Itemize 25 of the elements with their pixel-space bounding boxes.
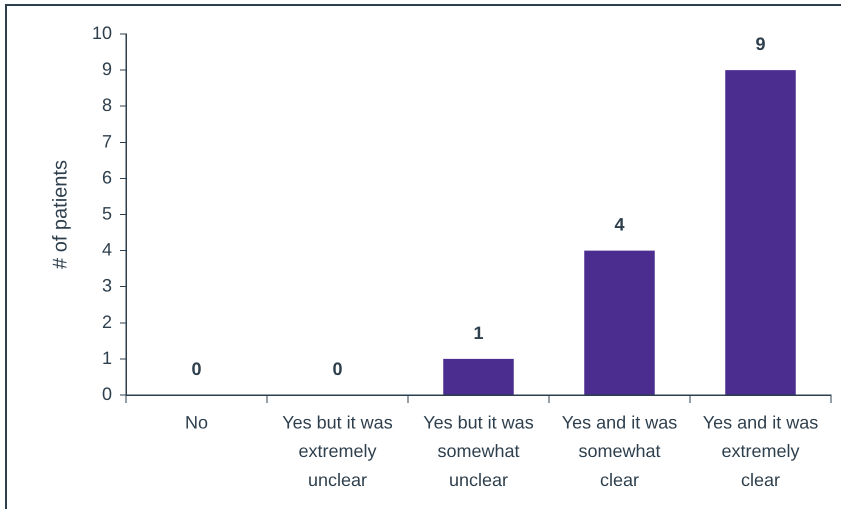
data-label: 9: [755, 34, 766, 54]
y-tick-label: 3: [102, 276, 112, 296]
x-tick-label: No: [184, 412, 208, 432]
data-label: 1: [473, 322, 484, 343]
x-tick-label: Yes and it was extremely clear: [702, 412, 818, 490]
y-tick-label: 6: [102, 167, 112, 188]
x-tick-label: Yes and it was somewhat clear: [562, 412, 678, 490]
y-axis-title: # of patients: [50, 160, 72, 269]
data-label: 0: [191, 358, 202, 379]
x-tick-label: Yes but it was somewhat unclear: [423, 412, 534, 490]
bar: [443, 358, 514, 394]
data-label: 4: [614, 214, 625, 235]
data-label: 0: [332, 358, 343, 379]
y-tick-label: 9: [102, 59, 112, 80]
bar: [584, 250, 655, 394]
y-tick-label: 2: [102, 312, 112, 332]
y-tick-label: 1: [102, 348, 112, 368]
x-tick-label: Yes but it was extremely unclear: [282, 412, 393, 490]
y-tick-label: 10: [92, 22, 112, 43]
y-tick-label: 7: [102, 131, 112, 152]
y-tick-label: 8: [102, 95, 112, 116]
y-tick-label: 4: [102, 240, 112, 260]
y-tick-label: 0: [102, 384, 112, 404]
bar: [725, 70, 796, 394]
y-tick-label: 5: [102, 203, 112, 224]
